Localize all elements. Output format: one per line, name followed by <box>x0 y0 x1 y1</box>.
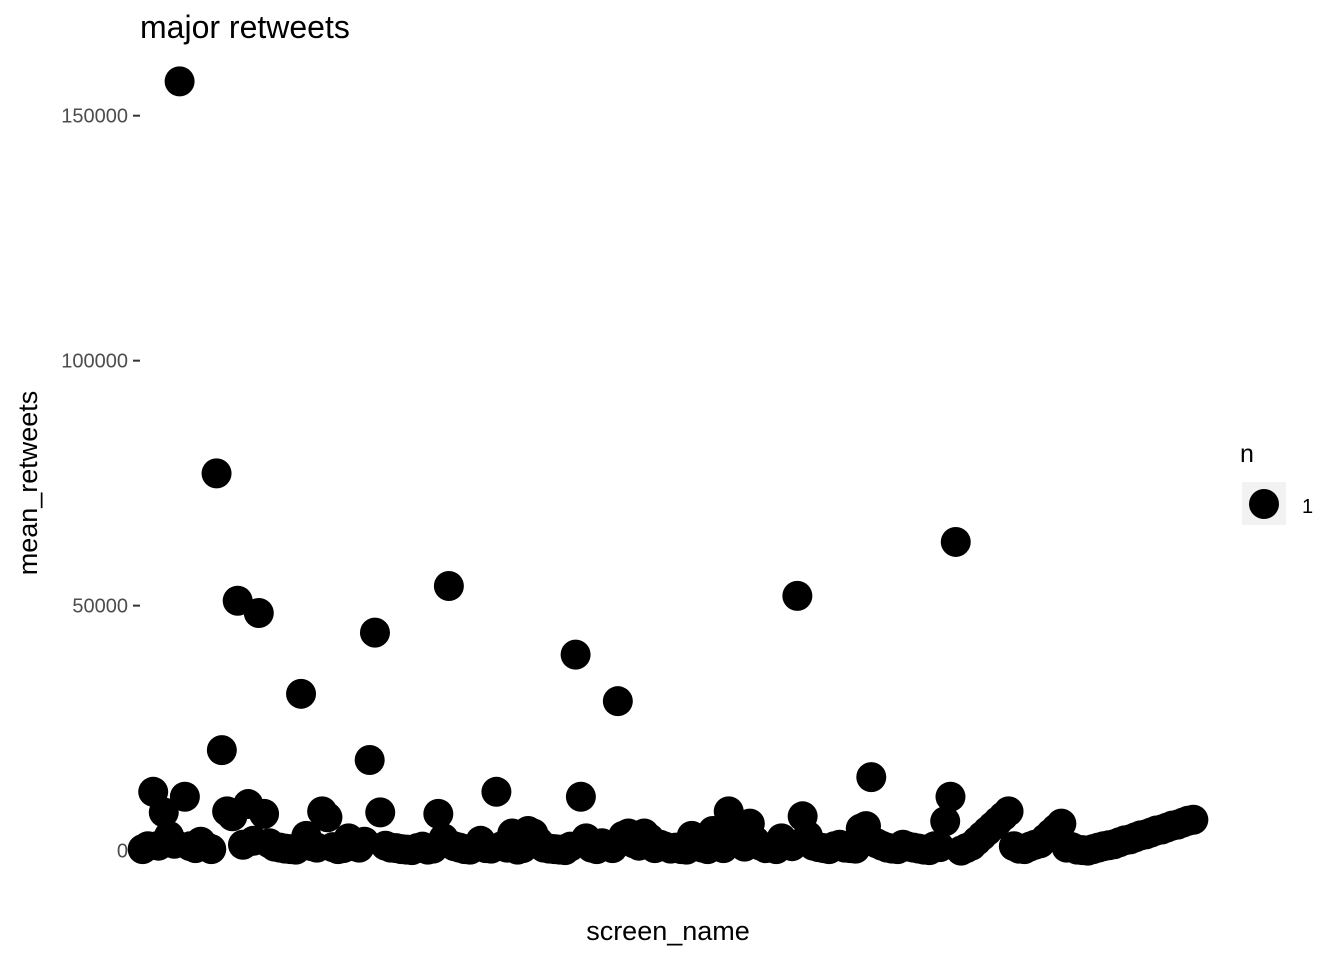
data-point <box>940 526 971 557</box>
data-point <box>565 781 596 812</box>
y-tick-label: 100000 <box>61 351 128 373</box>
chart-title: major retweets <box>140 9 350 45</box>
data-point <box>782 580 813 611</box>
data-point <box>433 571 464 602</box>
data-point <box>201 458 232 489</box>
data-point <box>354 744 385 775</box>
data-point <box>206 735 237 766</box>
data-point <box>1046 808 1077 839</box>
data-point <box>423 798 454 829</box>
legend-title: n <box>1240 440 1254 468</box>
data-point <box>286 678 317 709</box>
data-point <box>856 762 887 793</box>
y-axis: 0 50000 100000 150000 <box>61 106 140 863</box>
data-points <box>127 66 1209 866</box>
data-point <box>602 686 633 717</box>
data-point <box>365 797 396 828</box>
data-point <box>148 797 179 828</box>
data-point <box>481 776 512 807</box>
data-point <box>930 806 961 837</box>
data-point <box>560 639 591 670</box>
data-point <box>1178 804 1209 835</box>
data-point <box>196 834 227 865</box>
data-point <box>993 796 1024 827</box>
data-point <box>169 781 200 812</box>
data-point <box>359 617 390 648</box>
data-point <box>243 597 274 628</box>
data-point <box>935 781 966 812</box>
legend: n 1 <box>1240 440 1313 525</box>
y-tick-label: 50000 <box>72 596 128 618</box>
y-tick-label: 0 <box>117 841 128 863</box>
data-point <box>312 802 343 833</box>
x-axis-label: screen_name <box>586 916 750 946</box>
data-point <box>249 798 280 829</box>
y-axis-label: mean_retweets <box>13 391 43 576</box>
legend-entry-label: 1 <box>1302 496 1313 518</box>
y-tick-label: 150000 <box>61 106 128 128</box>
legend-key-point <box>1249 489 1279 519</box>
data-point <box>164 66 195 97</box>
